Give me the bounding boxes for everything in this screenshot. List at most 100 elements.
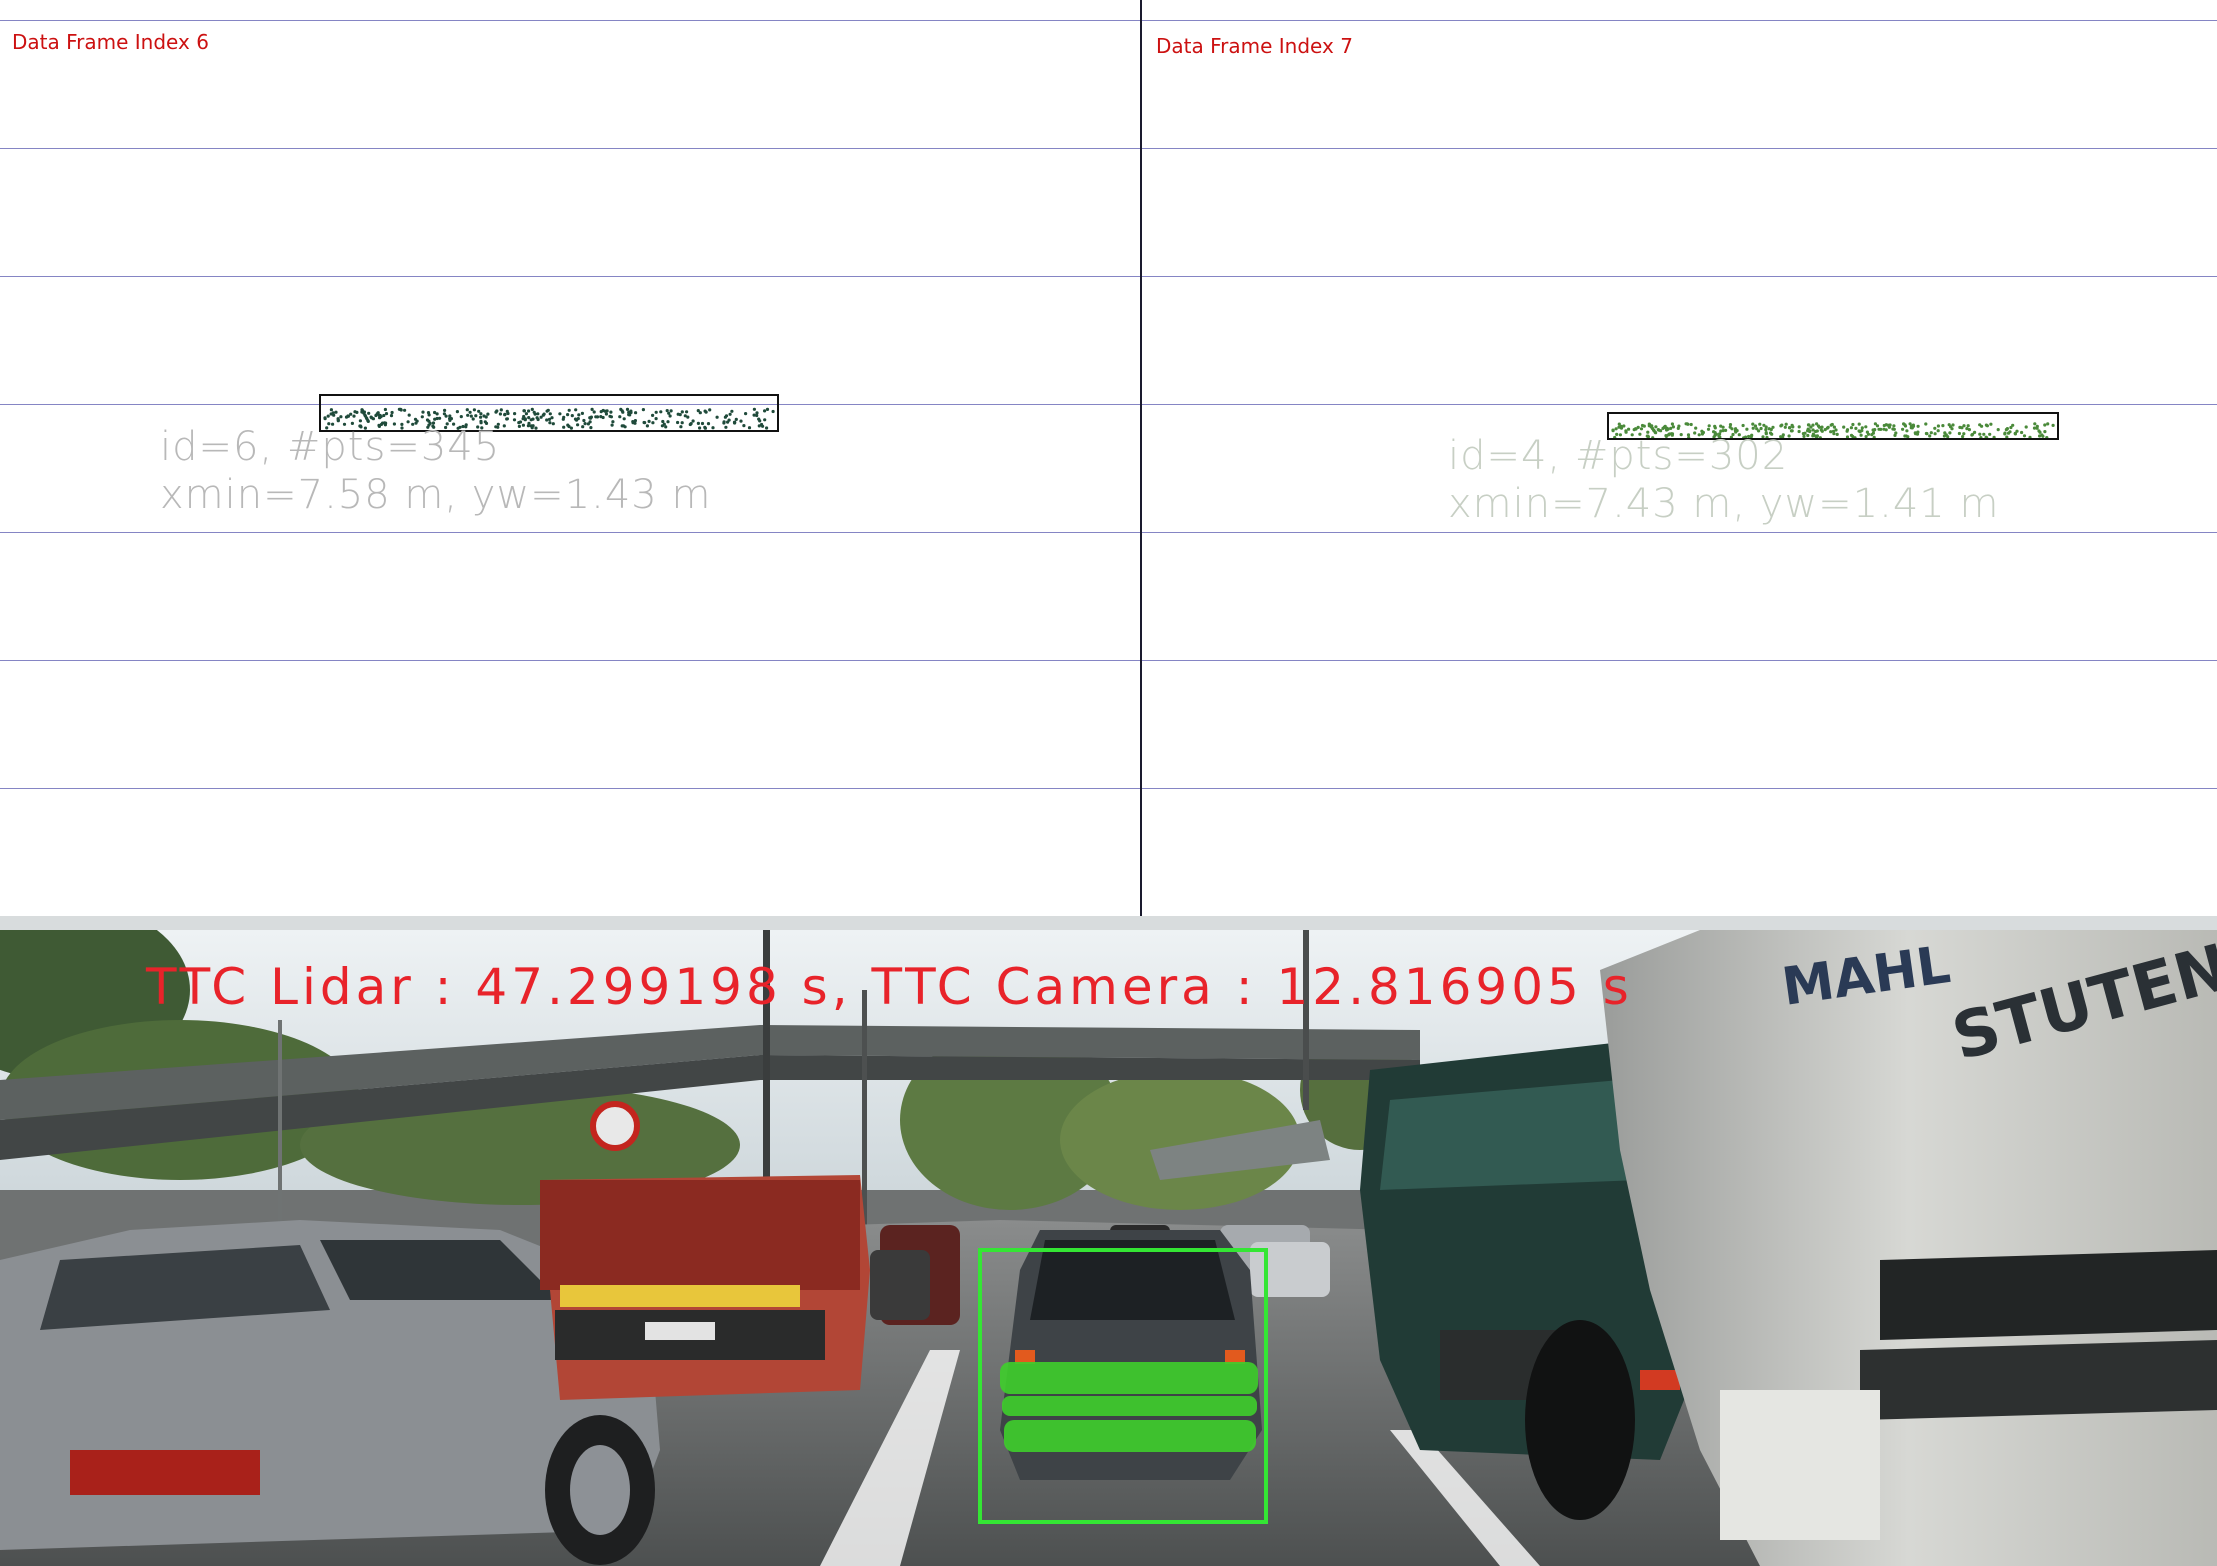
lidar-point <box>1906 435 1910 438</box>
lidar-point <box>667 411 671 415</box>
lidar-point <box>771 409 775 414</box>
topview-panel-right: Data Frame Index 7 id=4, #pts=302 xmin=7… <box>1142 0 2217 916</box>
gridline <box>0 532 1140 533</box>
lidar-point <box>377 423 381 427</box>
lidar-point <box>1978 423 1982 427</box>
lidar-point <box>480 426 484 430</box>
lidar-point <box>582 418 586 423</box>
gridline <box>0 148 1140 149</box>
lidar-point <box>1747 434 1751 438</box>
frame-index-label: Data Frame Index 6 <box>12 30 209 54</box>
lidar-point <box>1771 425 1775 429</box>
lidar-point <box>730 409 734 413</box>
lidar-point <box>1640 423 1645 428</box>
lidar-point <box>666 420 670 424</box>
lidar-point <box>541 413 545 417</box>
lidar-point <box>1802 434 1806 438</box>
lidar-point <box>758 419 762 423</box>
lidar-point <box>1634 427 1638 431</box>
lidar-point <box>1960 426 1964 430</box>
lidar-point <box>622 417 626 421</box>
lidar-point <box>668 414 672 418</box>
lidar-point <box>1832 425 1836 429</box>
lidar-point <box>551 422 555 426</box>
lidar-point <box>403 408 407 412</box>
lidar-point <box>2032 426 2037 430</box>
lidar-point <box>1718 435 1722 438</box>
lidar-point <box>1834 428 1838 432</box>
lidar-point <box>452 422 456 426</box>
lidar-point <box>651 421 655 425</box>
lidar-point <box>522 409 526 413</box>
lidar-point <box>1693 431 1697 435</box>
lidar-point <box>494 410 498 414</box>
lidar-point <box>1933 432 1937 436</box>
lidar-point <box>1670 422 1674 426</box>
lidar-point <box>534 426 538 430</box>
gridline <box>1142 404 2217 405</box>
lidar-point <box>539 415 543 419</box>
lidar-point <box>1902 422 1906 426</box>
lidar-point <box>634 411 638 415</box>
lidar-point <box>599 410 603 414</box>
lidar-point <box>1768 431 1773 435</box>
lidar-point <box>1669 426 1673 430</box>
lidar-point <box>1857 422 1861 426</box>
lidar-point <box>522 414 526 419</box>
lidar-point <box>724 425 728 429</box>
lidar-point <box>1910 426 1914 430</box>
lidar-point <box>625 407 630 411</box>
lidar-point <box>581 425 585 429</box>
lidar-point <box>752 413 756 417</box>
lidar-point <box>583 422 587 426</box>
lidar-point <box>370 416 374 420</box>
lidar-point <box>1719 424 1723 428</box>
lidar-point <box>2043 430 2047 434</box>
lidar-point <box>326 414 330 418</box>
lidar-point <box>1624 430 1628 434</box>
lidar-point <box>645 424 649 428</box>
lidar-point <box>531 424 535 428</box>
lidar-point <box>1745 427 1749 431</box>
lidar-point <box>1984 435 1988 438</box>
lidar-point <box>691 419 695 423</box>
lidar-point <box>757 424 761 428</box>
lidar-point <box>531 417 535 421</box>
lidar-point <box>486 412 490 416</box>
lidar-point <box>1617 422 1621 426</box>
lidar-point <box>621 410 625 414</box>
lidar-point <box>1978 432 1982 436</box>
lidar-point <box>399 407 403 411</box>
lidar-point <box>573 417 578 421</box>
lidar-point <box>431 421 436 425</box>
lidar-point <box>570 414 574 418</box>
lidar-point <box>331 422 335 426</box>
lidar-point <box>1967 428 1971 432</box>
lidar-point <box>484 415 488 419</box>
lidar-point <box>726 420 730 424</box>
lidar-point <box>1854 426 1858 430</box>
lidar-point <box>2013 432 2017 436</box>
lidar-point <box>433 410 437 415</box>
lidar-point <box>1764 425 1768 429</box>
lidar-point <box>567 424 571 429</box>
gridline <box>0 788 1140 789</box>
lidar-point <box>1870 433 1874 437</box>
lidar-point <box>1615 432 1619 436</box>
lidar-point <box>685 410 689 414</box>
lidar-point <box>592 410 596 414</box>
lidar-point <box>1894 431 1898 435</box>
lidar-point <box>739 419 743 423</box>
lidar-point <box>435 416 439 421</box>
lidar-point <box>342 422 347 426</box>
lidar-point <box>618 415 622 419</box>
lidar-point <box>683 414 687 418</box>
lidar-point <box>367 411 371 415</box>
lidar-point <box>680 421 684 425</box>
lidar-point <box>1851 422 1855 427</box>
lidar-point <box>744 412 748 416</box>
lidar-point <box>755 413 759 418</box>
lidar-point <box>1646 430 1650 434</box>
lidar-point <box>327 422 331 426</box>
lidar-point <box>1638 432 1642 436</box>
